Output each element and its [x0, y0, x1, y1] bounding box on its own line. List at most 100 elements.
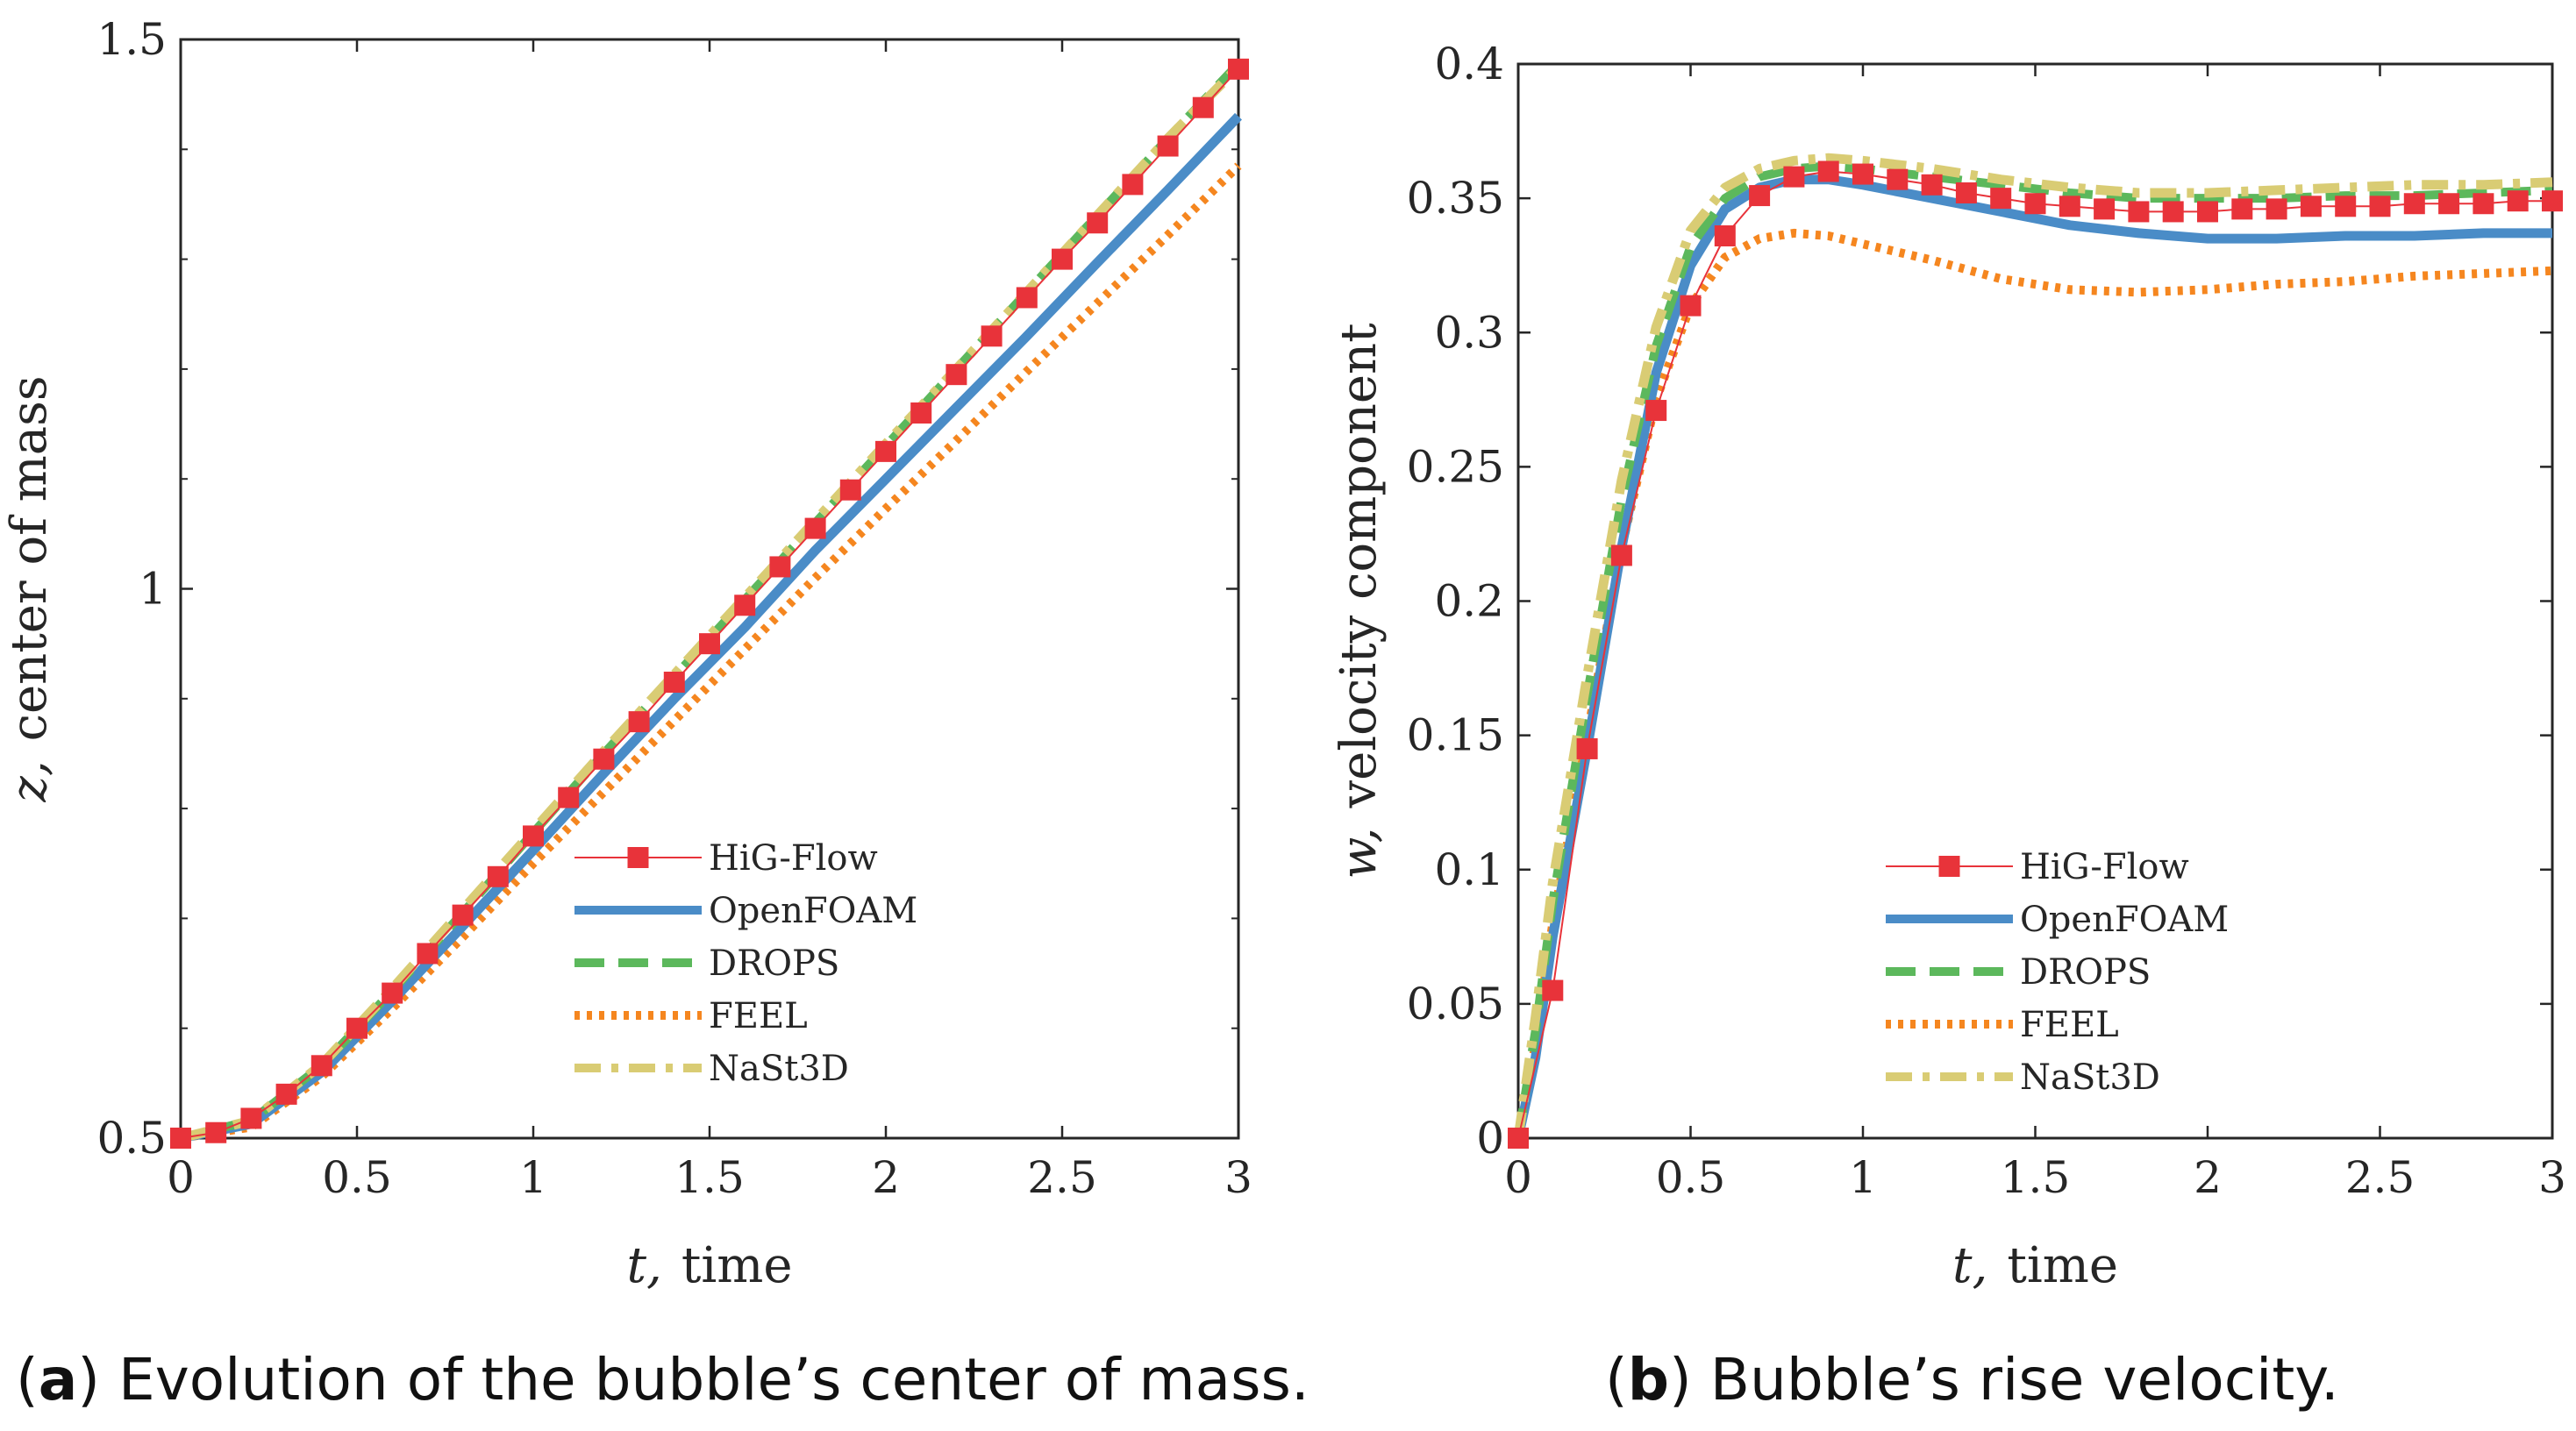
- series-marker-hig-flow: [558, 787, 580, 808]
- series-marker-hig-flow: [1645, 400, 1667, 422]
- series-marker-hig-flow: [1610, 545, 1632, 566]
- y-tick-label: 0.1: [1434, 844, 1504, 895]
- series-marker-hig-flow: [1955, 182, 1977, 203]
- series-marker-hig-flow: [1990, 188, 2012, 210]
- series-marker-hig-flow: [593, 748, 615, 770]
- caption-b-letter: b: [1627, 1346, 1669, 1413]
- series-marker-hig-flow: [1087, 212, 1109, 234]
- series-marker-hig-flow: [1680, 295, 1702, 317]
- x-axis-label-text: time: [2007, 1237, 2118, 1294]
- series-marker-hig-flow: [2197, 201, 2218, 223]
- y-tick-label: 0.3: [1434, 307, 1504, 358]
- y-axis-variable: z,: [1, 760, 58, 802]
- series-marker-hig-flow: [1852, 163, 1873, 185]
- series-marker-hig-flow: [2266, 198, 2287, 220]
- series-marker-hig-flow: [346, 1017, 367, 1039]
- x-tick-label: 3: [1224, 1152, 1252, 1203]
- series-marker-hig-flow: [1122, 174, 1144, 196]
- legend-label-openfoam: OpenFOAM: [709, 891, 917, 931]
- x-tick-label: 2.5: [2345, 1152, 2415, 1203]
- series-marker-hig-flow: [417, 943, 439, 965]
- series-marker-hig-flow: [2403, 193, 2425, 215]
- legend-marker-hig-flow: [1938, 856, 1960, 877]
- x-tick-label: 2: [872, 1152, 900, 1203]
- legend-label-hig-flow: HiG-Flow: [2020, 847, 2189, 887]
- series-marker-hig-flow: [2024, 193, 2046, 215]
- series-marker-hig-flow: [1714, 225, 1736, 246]
- series-marker-hig-flow: [699, 633, 720, 655]
- series-marker-hig-flow: [734, 594, 756, 616]
- legend: HiG-Flow OpenFOAM DROPS FEEL NaSt3D: [1886, 847, 2229, 1098]
- x-tick-label: 1.5: [2001, 1152, 2071, 1203]
- series-marker-hig-flow: [1921, 174, 1943, 196]
- x-tick-label: 0.5: [1656, 1152, 1726, 1203]
- series-marker-hig-flow: [1542, 979, 1564, 1001]
- y-axis-variable: w,: [1331, 828, 1388, 879]
- series-marker-hig-flow: [1783, 166, 1805, 188]
- y-axis-label-text: velocity component: [1331, 323, 1388, 809]
- series-marker-hig-flow: [945, 364, 967, 386]
- series-marker-hig-flow: [804, 517, 826, 539]
- series-line-nast3d: [1513, 153, 2553, 1139]
- x-axis-label: t, time: [1952, 1237, 2118, 1294]
- series-marker-hig-flow: [310, 1055, 332, 1077]
- caption-a: (a) Evolution of the bubble’s center of …: [16, 1346, 1309, 1413]
- series-line-feel: [1514, 228, 2553, 1139]
- y-tick-label: 1.5: [96, 14, 167, 65]
- series-marker-hig-flow: [1192, 96, 1214, 118]
- y-axis-label: w, velocity component: [1331, 323, 1388, 879]
- y-tick-label: 1: [139, 564, 167, 615]
- series-marker-hig-flow: [2231, 198, 2253, 220]
- series-marker-hig-flow: [2438, 193, 2460, 215]
- series-marker-hig-flow: [769, 556, 791, 578]
- series-marker-hig-flow: [1228, 58, 1249, 80]
- series-marker-hig-flow: [1576, 737, 1598, 759]
- caption-b: (b) Bubble’s rise velocity.: [1605, 1346, 2339, 1413]
- series-marker-hig-flow: [275, 1083, 297, 1105]
- y-tick-label: 0.05: [1407, 979, 1504, 1029]
- series-marker-hig-flow: [1508, 1128, 1529, 1149]
- y-axis-label-text: center of mass: [1, 375, 58, 741]
- series-marker-hig-flow: [1749, 185, 1771, 207]
- series-marker-hig-flow: [839, 479, 861, 501]
- legend-label-feel: FEEL: [2020, 1005, 2119, 1045]
- series-marker-hig-flow: [981, 325, 1003, 347]
- series-marker-hig-flow: [910, 402, 932, 424]
- x-tick-label: 1: [1849, 1152, 1877, 1203]
- series-marker-hig-flow: [523, 825, 544, 847]
- x-axis-variable: t,: [1952, 1237, 1987, 1294]
- y-tick-label: 0.2: [1434, 576, 1504, 627]
- legend-label-hig-flow: HiG-Flow: [709, 838, 878, 879]
- x-axis-label: t, time: [627, 1237, 793, 1294]
- chart-b: 0 0.5 1 1.5 2 2.5 3 0 0.05 0.1 0.15 0.2 0.25 0.3 0.35 0…: [1331, 39, 2566, 1294]
- series-marker-hig-flow: [1052, 248, 1073, 270]
- series-marker-hig-flow: [663, 672, 685, 694]
- series-marker-hig-flow: [2507, 190, 2529, 212]
- x-tick-label: 1.5: [674, 1152, 745, 1203]
- series-marker-hig-flow: [2473, 193, 2494, 215]
- series-marker-hig-flow: [1817, 160, 1839, 182]
- series-marker-hig-flow: [2059, 196, 2080, 217]
- legend-label-nast3d: NaSt3D: [2020, 1057, 2160, 1098]
- x-axis-label-text: time: [681, 1237, 793, 1294]
- x-tick-label: 1: [519, 1152, 547, 1203]
- y-axis-label: z, center of mass: [1, 375, 58, 802]
- series-marker-hig-flow: [2300, 196, 2322, 217]
- series-marker-hig-flow: [382, 982, 403, 1004]
- series-marker-hig-flow: [487, 865, 509, 887]
- series-marker-hig-flow: [1016, 287, 1038, 309]
- series-marker-hig-flow: [2542, 190, 2563, 212]
- y-tick-label: 0.5: [96, 1113, 167, 1164]
- series-marker-hig-flow: [2094, 198, 2116, 220]
- legend: HiG-Flow OpenFOAM DROPS FEEL NaSt3D: [574, 838, 917, 1089]
- x-tick-label: 0: [167, 1152, 195, 1203]
- legend-label-feel: FEEL: [709, 996, 808, 1036]
- series-marker-hig-flow: [628, 711, 650, 733]
- caption-a-text: Evolution of the bubble’s center of mass…: [118, 1346, 1309, 1413]
- y-tick-label: 0.35: [1407, 173, 1504, 224]
- x-tick-label: 2: [2194, 1152, 2222, 1203]
- series-marker-hig-flow: [2369, 196, 2391, 217]
- x-tick-label: 2.5: [1027, 1152, 1097, 1203]
